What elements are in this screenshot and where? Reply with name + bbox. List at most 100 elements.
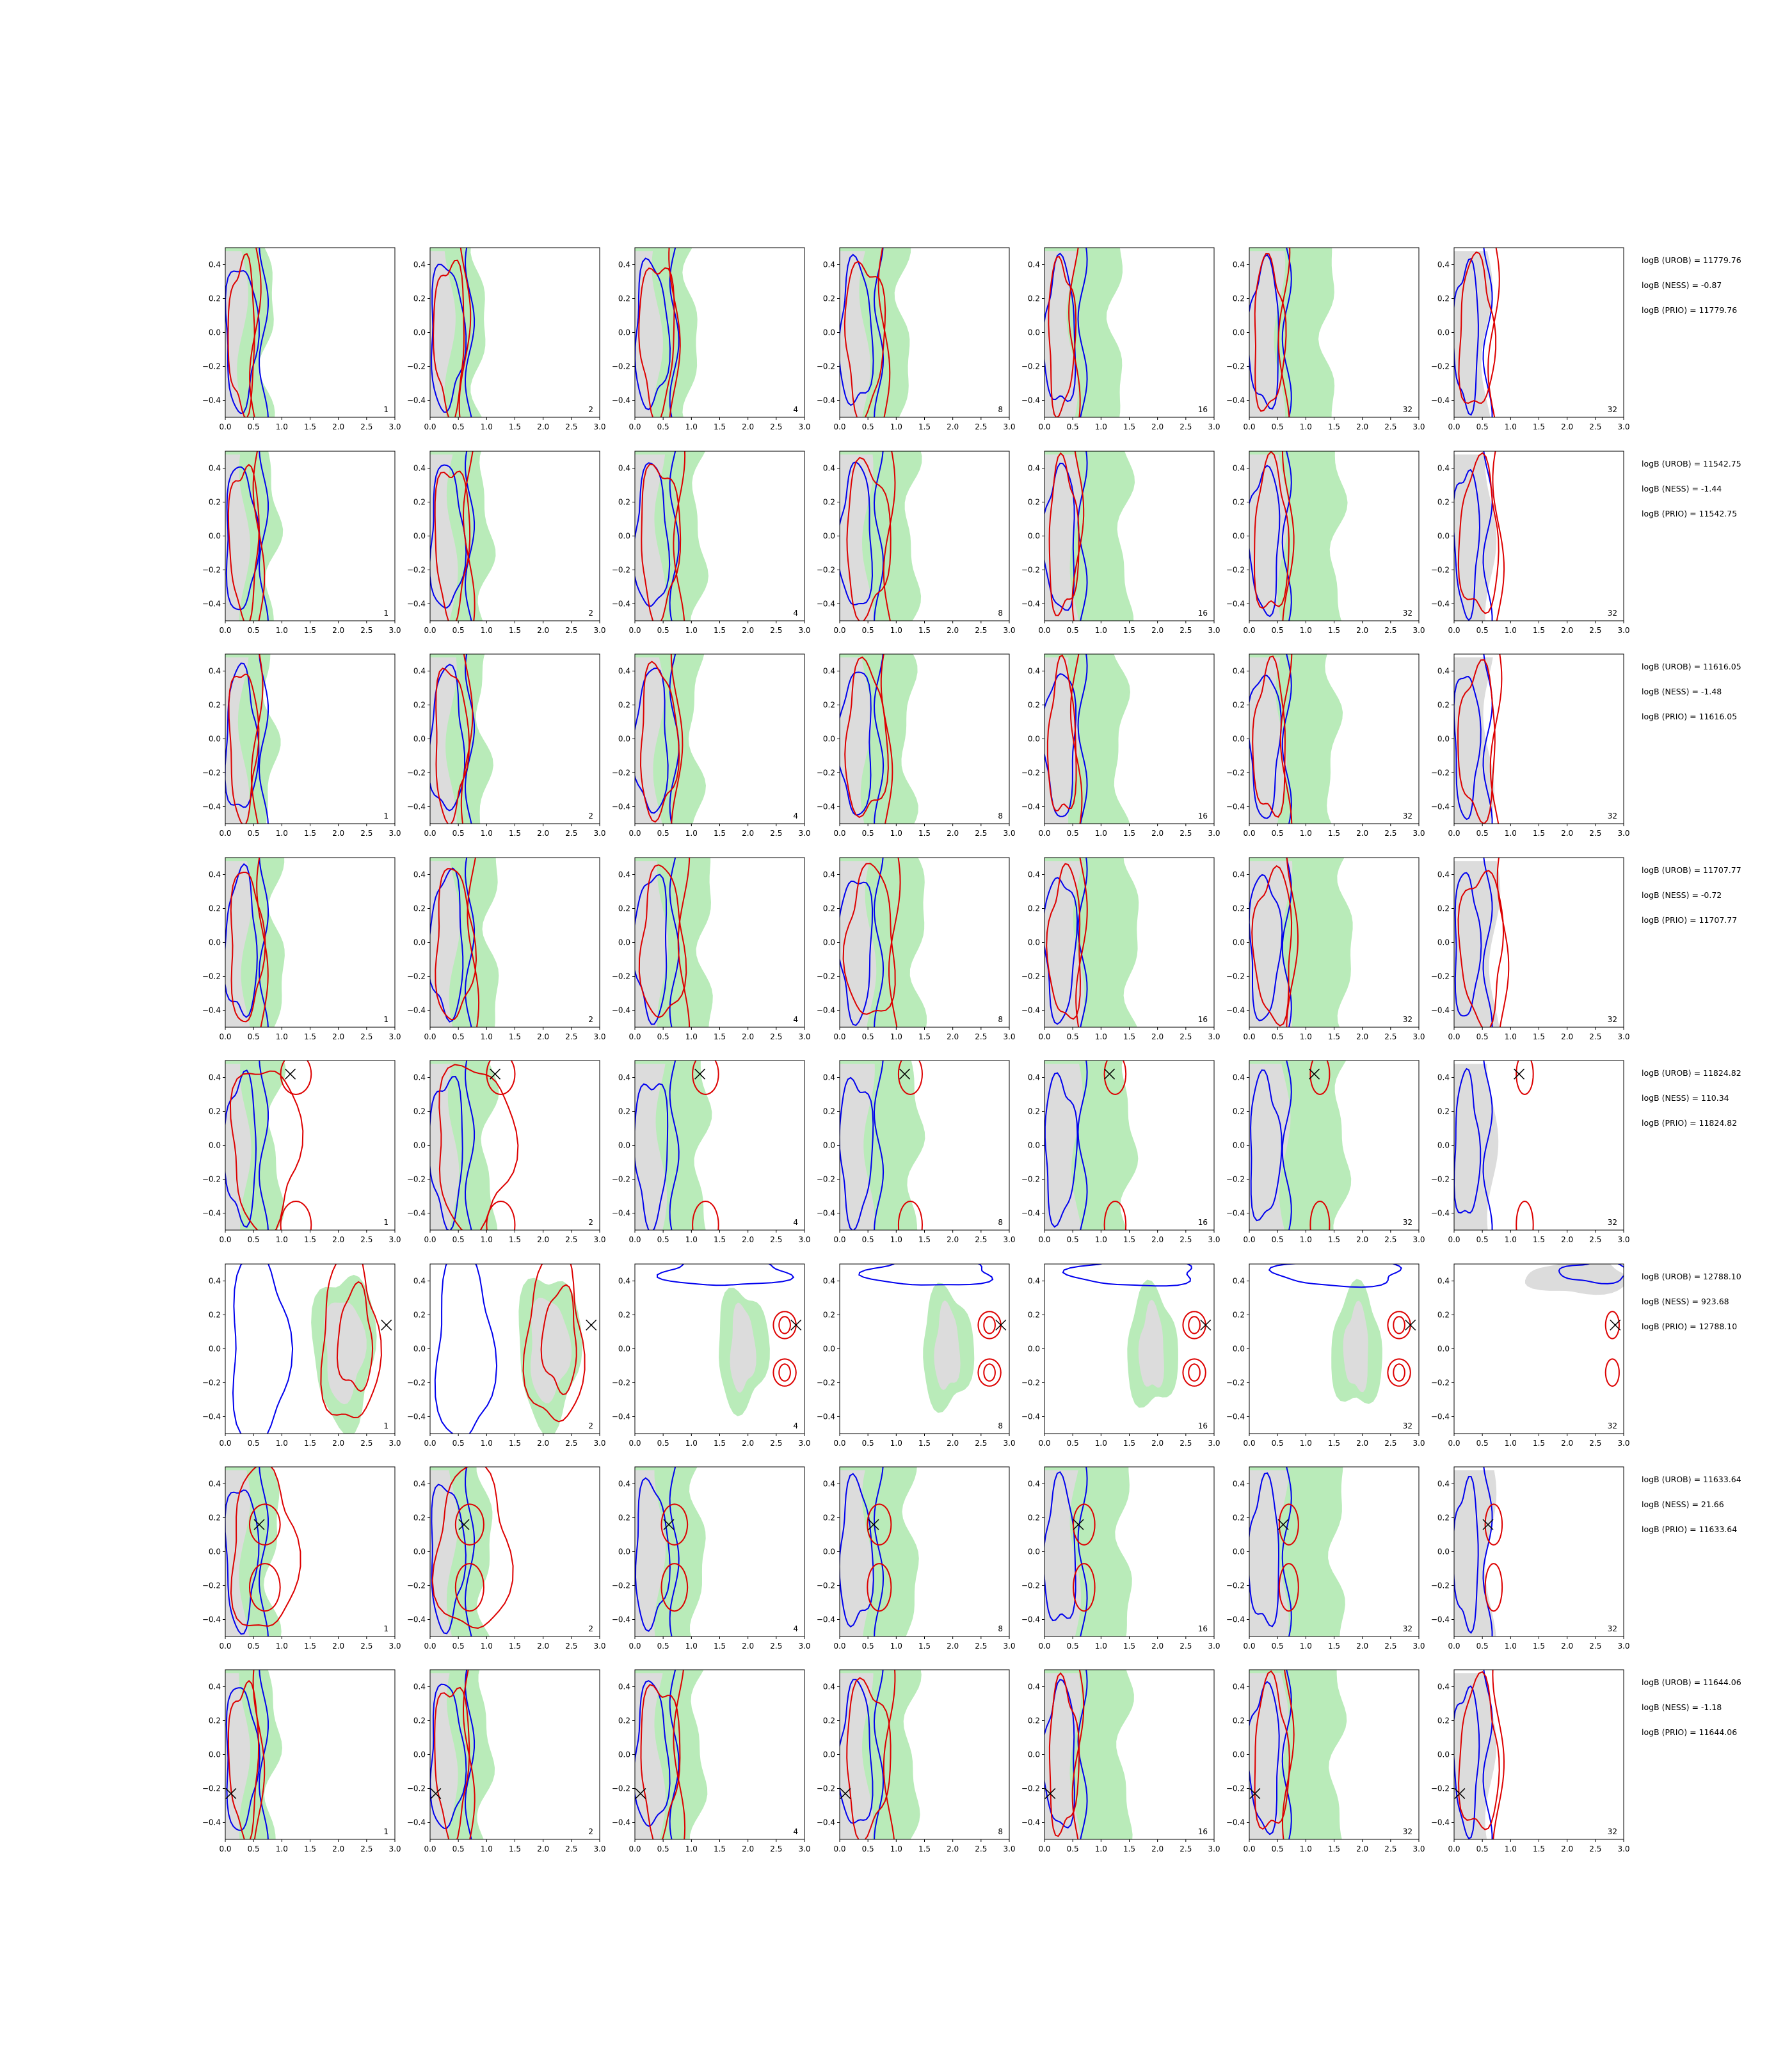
x-tick-label: 3.0 xyxy=(1208,1439,1220,1448)
panel-label: 2 xyxy=(588,1015,593,1024)
x-tick-label: 1.5 xyxy=(714,1642,726,1651)
y-tick-label: 0.0 xyxy=(1437,1141,1450,1150)
x-tick-label: 0.0 xyxy=(1448,626,1460,635)
y-tick-label: 0.0 xyxy=(823,328,835,337)
y-tick-label: −0.4 xyxy=(817,1006,835,1015)
y-tick-label: 0.2 xyxy=(1028,1107,1040,1116)
y-tick-label: −0.2 xyxy=(1226,769,1245,778)
y-tick-label: −0.2 xyxy=(817,1581,835,1590)
y-tick-label: −0.2 xyxy=(612,769,630,778)
gray-region xyxy=(635,1064,668,1230)
y-tick-label: −0.2 xyxy=(202,1581,221,1590)
gray-region xyxy=(1044,251,1078,417)
x-tick-label: 2.5 xyxy=(1589,829,1601,838)
gray-region xyxy=(324,1302,367,1405)
red-contour xyxy=(638,267,675,417)
x-tick-label: 0.5 xyxy=(1067,1439,1079,1448)
x-tick-label: 1.0 xyxy=(1300,626,1312,635)
y-tick-label: 0.0 xyxy=(1437,328,1450,337)
panel-r8-c7: 0.4 0.2 0.0 −0.2 −0.4 0.0 0.5 1.0 1.5 2.0 2.5 3.032 xyxy=(1431,1669,1630,1853)
panel-r7-c4: 0.4 0.2 0.0 −0.2 −0.4 0.0 0.5 1.0 1.5 2.0 2.5 3.08 xyxy=(817,1466,1016,1651)
blue-contour xyxy=(464,1467,476,1636)
y-tick-label: 0.4 xyxy=(1437,1683,1450,1692)
blue-contour xyxy=(1281,858,1292,1027)
y-tick-label: −0.4 xyxy=(1021,1209,1040,1218)
x-tick-label: 0.5 xyxy=(1272,422,1284,431)
y-tick-label: 0.0 xyxy=(1437,532,1450,541)
marker-x-icon xyxy=(1249,1788,1261,1799)
x-tick-label: 1.5 xyxy=(918,1844,931,1853)
x-tick-label: 0.5 xyxy=(1476,1032,1489,1041)
x-tick-label: 2.0 xyxy=(1561,626,1573,635)
y-tick-label: 0.4 xyxy=(618,1277,630,1286)
y-tick-label: −0.2 xyxy=(817,1175,835,1184)
x-tick-label: 1.0 xyxy=(890,1844,902,1853)
panel-r5-c5: 0.4 0.2 0.0 −0.2 −0.4 0.0 0.5 1.0 1.5 2.0 2.5 3.016 xyxy=(1021,1060,1220,1244)
x-tick-label: 0.5 xyxy=(1067,422,1079,431)
x-tick-label: 2.5 xyxy=(1384,1235,1396,1244)
y-tick-label: −0.2 xyxy=(817,1379,835,1388)
x-tick-label: 1.5 xyxy=(918,1642,931,1651)
blue-contour xyxy=(1249,253,1279,410)
gray-region xyxy=(934,1300,961,1390)
panel-label: 8 xyxy=(998,1624,1003,1633)
red-contour xyxy=(229,1070,304,1230)
gray-region xyxy=(430,251,456,417)
x-tick-label: 0.0 xyxy=(833,1844,845,1853)
y-tick-label: −0.2 xyxy=(1431,1784,1450,1793)
x-tick-label: 2.5 xyxy=(770,1032,782,1041)
x-tick-label: 0.0 xyxy=(1243,1032,1255,1041)
x-tick-label: 0.5 xyxy=(248,422,260,431)
y-tick-label: 0.2 xyxy=(209,1107,221,1116)
marker-x-icon xyxy=(1073,1519,1084,1530)
x-tick-label: 1.0 xyxy=(1095,1844,1107,1853)
y-tick-label: 0.4 xyxy=(823,1480,835,1489)
y-tick-label: −0.2 xyxy=(407,362,426,371)
x-tick-label: 2.0 xyxy=(947,1642,959,1651)
x-tick-label: 2.5 xyxy=(975,1235,987,1244)
red-contour xyxy=(1309,1200,1331,1230)
panel-r3-c1: 0.4 0.2 0.0 −0.2 −0.4 0.0 0.5 1.0 1.5 2.0 2.5 3.0 1 xyxy=(202,653,401,838)
red-contour xyxy=(1457,870,1505,1027)
gray-region xyxy=(531,1297,572,1404)
x-tick-label: 1.5 xyxy=(509,1235,521,1244)
x-tick-label: 1.5 xyxy=(1328,1642,1340,1651)
logb-annotation: logB (NESS) = -0.87 xyxy=(1642,280,1722,290)
y-tick-label: 0.2 xyxy=(618,1716,630,1725)
red-contour xyxy=(1103,1200,1127,1230)
x-tick-label: 0.0 xyxy=(1448,1642,1460,1651)
logb-annotation: logB (NESS) = -1.18 xyxy=(1642,1702,1722,1712)
x-tick-label: 0.5 xyxy=(657,1844,669,1853)
y-tick-label: −0.4 xyxy=(1226,1412,1245,1421)
blue-contour xyxy=(669,1060,680,1230)
x-tick-label: 3.0 xyxy=(1617,1642,1629,1651)
red-contour xyxy=(462,451,476,621)
gray-region xyxy=(1249,657,1287,824)
red-contour xyxy=(677,858,691,1027)
x-tick-label: 1.0 xyxy=(481,422,493,431)
y-tick-label: 0.4 xyxy=(413,1073,426,1082)
panel-label: 8 xyxy=(998,812,1003,820)
x-tick-label: 1.0 xyxy=(890,1642,902,1651)
row-annotations-1: logB (UROB) = 11779.76 logB (NESS) = -0.8… xyxy=(1642,255,1741,315)
red-contour xyxy=(640,1684,681,1839)
blue-contour xyxy=(858,1264,994,1286)
y-tick-label: 0.4 xyxy=(618,667,630,676)
red-contour xyxy=(1278,1503,1299,1546)
x-tick-label: 2.5 xyxy=(1384,1032,1396,1041)
x-tick-label: 2.5 xyxy=(975,1439,987,1448)
x-tick-label: 1.5 xyxy=(509,1642,521,1651)
blue-contour xyxy=(1249,465,1281,618)
y-tick-label: −0.2 xyxy=(1431,1379,1450,1388)
blue-contour xyxy=(1482,451,1493,621)
y-tick-label: −0.4 xyxy=(817,1412,835,1421)
x-tick-label: 0.0 xyxy=(219,1235,231,1244)
x-tick-label: 2.0 xyxy=(1561,1235,1573,1244)
blue-contour xyxy=(1077,654,1088,824)
x-tick-label: 2.5 xyxy=(565,1439,577,1448)
panel-r6-c3: 0.4 0.2 0.0 −0.2 −0.4 0.0 0.5 1.0 1.5 2.0 2.5 3.04 xyxy=(612,1263,811,1448)
x-tick-label: 1.0 xyxy=(481,626,493,635)
x-tick-label: 0.5 xyxy=(1476,1235,1489,1244)
x-tick-label: 2.0 xyxy=(1151,1439,1164,1448)
red-contour xyxy=(842,863,896,1015)
